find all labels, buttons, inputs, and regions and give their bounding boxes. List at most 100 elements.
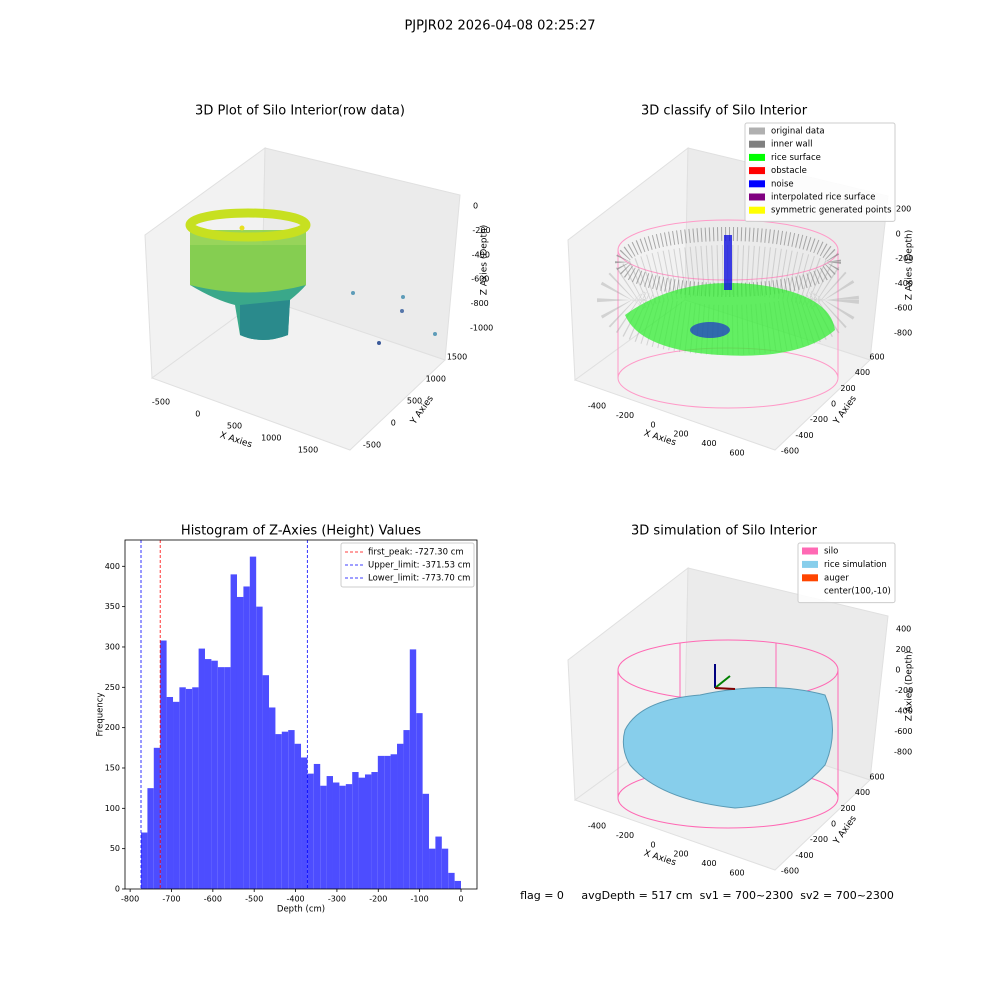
- bar: [269, 707, 276, 889]
- legend-swatch: [749, 206, 765, 214]
- chart-title: Histogram of Z-Axies (Height) Values: [181, 524, 421, 539]
- y-tick-label: 0: [391, 419, 396, 428]
- z-tick-label: 0: [473, 202, 478, 211]
- legend-label: inner wall: [771, 140, 812, 150]
- z-tick-label: 200: [896, 645, 911, 654]
- bar: [454, 880, 461, 889]
- bar: [230, 574, 237, 889]
- x-tick-label: -200: [616, 411, 634, 420]
- z-tick-label: -400: [895, 707, 913, 716]
- footer: flag = 0 avgDepth = 517 cm sv1 = 700~230…: [520, 889, 894, 902]
- x-axis-label: Depth (cm): [277, 905, 325, 915]
- bar: [307, 773, 314, 889]
- z-tick-label: -200: [895, 254, 913, 263]
- bar: [409, 649, 417, 889]
- y-tick-label: -200: [810, 415, 828, 424]
- bar: [301, 757, 308, 889]
- legend-label: silo: [824, 547, 838, 557]
- legend-swatch: [802, 560, 818, 568]
- legend-label: rice simulation: [824, 560, 887, 570]
- bar: [435, 836, 442, 889]
- x-tick-label: 600: [729, 449, 744, 458]
- legend-label: Upper_limit: -371.53 cm: [368, 561, 471, 571]
- bar: [377, 755, 385, 889]
- y-tick-label: 350: [105, 602, 120, 611]
- legend-swatch: [749, 127, 765, 135]
- bar: [332, 782, 340, 889]
- z-axis-label: Z Axies (Depth): [905, 230, 915, 301]
- x-tick-label: 0: [650, 840, 655, 849]
- y-tick-label: 400: [855, 788, 870, 797]
- y-tick-label: 400: [855, 368, 870, 377]
- z-axis-label: Z Axies (Depth): [480, 225, 490, 296]
- z-axis-label: Z Axies (Depth): [905, 651, 915, 722]
- legend-box: [797, 542, 896, 604]
- legend-label: Lower_limit: -773.70 cm: [368, 574, 470, 584]
- x-tick-label: -200: [616, 831, 634, 840]
- plot1-box: [144, 147, 461, 451]
- x-tick-label: 200: [673, 850, 688, 859]
- y-tick-label: 0: [115, 885, 120, 894]
- chart-title: 3D classify of Silo Interior: [641, 104, 808, 119]
- x-tick-label: -800: [121, 895, 139, 904]
- z-tick-label: -600: [471, 275, 489, 284]
- y-axis-label: Frequency: [96, 693, 106, 737]
- bar: [236, 596, 244, 889]
- bar: [358, 777, 366, 889]
- legend-box: [744, 122, 896, 222]
- bar: [448, 872, 455, 889]
- z-tick-label: -600: [894, 304, 912, 313]
- legend-label: auger: [824, 573, 849, 583]
- bar: [384, 755, 391, 889]
- bar: [147, 788, 154, 889]
- bar: [153, 747, 161, 889]
- legend-swatch: [749, 193, 765, 201]
- y-tick-label: -200: [810, 835, 828, 844]
- bar: [403, 730, 410, 889]
- y-tick-label: 100: [105, 804, 120, 813]
- y-tick-label: 600: [869, 773, 884, 782]
- z-tick-label: -800: [894, 329, 912, 338]
- y-tick-label: -600: [781, 447, 799, 456]
- legend-label: obstacle: [771, 166, 807, 176]
- bar: [288, 730, 295, 889]
- x-tick-label: 500: [227, 422, 242, 431]
- x-tick-label: -100: [411, 895, 429, 904]
- y-tick-label: -600: [781, 867, 799, 876]
- legend-label: symmetric generated points: [771, 206, 892, 216]
- bar: [192, 687, 199, 889]
- x-tick-label: -700: [162, 895, 180, 904]
- bar: [211, 660, 218, 889]
- bar: [429, 848, 436, 889]
- y-tick-label: 400: [105, 562, 120, 571]
- y-tick-label: 200: [840, 384, 855, 393]
- y-tick-label: 1500: [447, 353, 467, 362]
- z-tick-label: 200: [896, 205, 911, 214]
- y-tick-label: 200: [840, 804, 855, 813]
- x-tick-label: 0: [650, 420, 655, 429]
- legend-label: original data: [771, 127, 825, 137]
- bar: [179, 687, 186, 889]
- z-tick-label: 0: [895, 666, 900, 675]
- x-tick-label: -300: [328, 895, 346, 904]
- legend-label: interpolated rice surface: [771, 193, 876, 203]
- y-tick-label: -500: [363, 441, 381, 450]
- bar: [397, 743, 404, 889]
- z-tick-label: -200: [895, 686, 913, 695]
- x-tick-label: 400: [701, 439, 716, 448]
- legend-swatch: [749, 153, 765, 161]
- y-tick-label: 0: [831, 400, 836, 409]
- legend-swatch: [749, 140, 765, 148]
- bar: [160, 640, 167, 889]
- y-tick-label: 1000: [426, 375, 446, 384]
- z-tick-label: -200: [472, 226, 490, 235]
- bar: [294, 743, 302, 889]
- bar: [313, 763, 321, 889]
- bar: [365, 774, 372, 889]
- bar: [416, 713, 423, 889]
- x-tick-label: 1500: [298, 446, 318, 455]
- bar: [326, 776, 333, 889]
- y-tick-label: 150: [105, 763, 120, 772]
- bar: [371, 772, 378, 889]
